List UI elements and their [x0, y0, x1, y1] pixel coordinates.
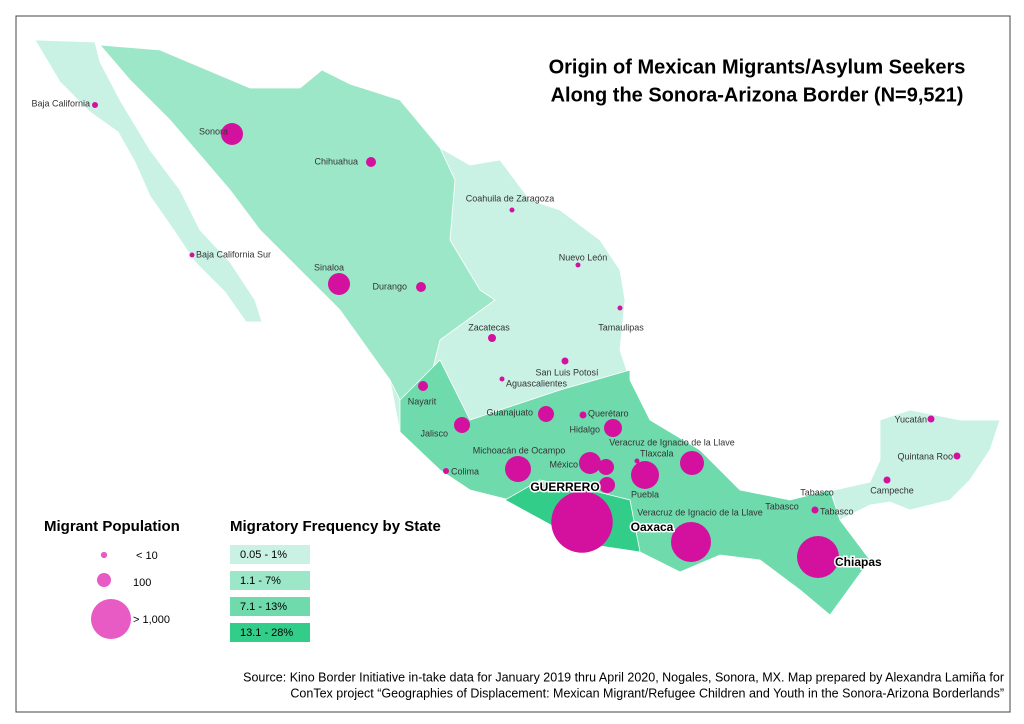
legend-marker	[100, 551, 108, 559]
population-marker	[680, 451, 704, 475]
population-marker	[189, 252, 195, 258]
state-label: GUERRERO	[530, 480, 599, 494]
population-marker	[634, 458, 640, 464]
state-label: Nayarit	[408, 396, 437, 406]
state-label: Hidalgo	[569, 424, 600, 434]
legend-label: < 10	[136, 550, 158, 562]
legend-title: Migrant Population	[44, 518, 180, 535]
state-label: Tlaxcala	[640, 448, 674, 458]
state-label: Quintana Roo	[897, 451, 953, 461]
population-marker	[454, 417, 470, 433]
legend-swatch	[230, 545, 310, 564]
legend-swatch	[230, 571, 310, 590]
region	[34, 39, 263, 323]
state-label: Aguascalientes	[506, 378, 568, 388]
population-marker	[499, 376, 505, 382]
legend-label: 7.1 - 13%	[240, 601, 287, 613]
population-marker	[505, 456, 531, 482]
population-marker	[604, 419, 622, 437]
population-marker	[927, 415, 935, 423]
state-label: Michoacán de Ocampo	[473, 445, 566, 455]
legend-label: 1.1 - 7%	[240, 575, 281, 587]
population-marker	[551, 491, 613, 553]
state-label: Tabasco	[800, 487, 834, 497]
source: ConTex project “Geographies of Displacem…	[290, 686, 1004, 700]
state-label: Campeche	[870, 485, 914, 495]
state-label: Puebla	[631, 489, 659, 499]
state-label: Durango	[372, 281, 407, 291]
population-marker	[328, 273, 350, 295]
population-marker	[579, 411, 587, 419]
state-label: Veracruz de Ignacio de la Llave	[609, 437, 735, 447]
state-label: Tabasco	[820, 506, 854, 516]
legend-label: 13.1 - 28%	[240, 627, 293, 639]
title: Along the Sonora-Arizona Border (N=9,521…	[551, 84, 964, 106]
population-marker	[418, 381, 428, 391]
population-marker	[561, 357, 569, 365]
population-marker	[575, 262, 581, 268]
state-label: Yucatán	[894, 414, 927, 424]
state-label: Sonora	[199, 126, 228, 136]
legend-swatch	[230, 597, 310, 616]
legend-title: Migratory Frequency by State	[230, 518, 441, 535]
state-label: Tamaulipas	[598, 322, 644, 332]
title: Origin of Mexican Migrants/Asylum Seeker…	[549, 56, 966, 78]
state-label: Chiapas	[835, 555, 882, 569]
population-marker	[366, 157, 376, 167]
legend-label: > 1,000	[133, 614, 170, 626]
state-label: Oaxaca	[631, 520, 674, 534]
state-label: Sinaloa	[314, 262, 344, 272]
legend-swatch	[230, 623, 310, 642]
population-marker	[488, 334, 496, 342]
state-label: Zacatecas	[468, 322, 510, 332]
state-label: Chihuahua	[314, 156, 358, 166]
population-marker	[538, 406, 554, 422]
population-marker	[617, 305, 623, 311]
region	[99, 44, 496, 401]
state-label: Colima	[451, 466, 479, 476]
population-marker	[92, 102, 98, 108]
legend-marker	[90, 598, 132, 640]
population-marker	[631, 461, 659, 489]
population-marker	[883, 476, 891, 484]
population-marker	[579, 452, 601, 474]
population-marker	[599, 477, 615, 493]
state-label: Veracruz de Ignacio de la Llave	[637, 507, 763, 517]
state-label: Jalisco	[420, 428, 448, 438]
state-label: Baja California Sur	[196, 249, 271, 259]
population-marker	[797, 536, 839, 578]
state-label: Tabasco	[765, 501, 799, 511]
state-label: México	[549, 459, 578, 469]
population-marker	[598, 459, 614, 475]
population-marker	[953, 452, 961, 460]
state-label: San Luis Potosí	[535, 367, 599, 377]
legend-label: 100	[133, 577, 151, 589]
state-label: Querétaro	[588, 408, 629, 418]
state-label: Baja California	[31, 98, 90, 108]
population-marker	[811, 506, 819, 514]
legend-label: 0.05 - 1%	[240, 549, 287, 561]
population-marker	[443, 468, 449, 474]
state-label: Nuevo León	[559, 252, 608, 262]
legend-marker	[97, 573, 111, 587]
state-label: Guanajuato	[486, 407, 533, 417]
population-marker	[221, 123, 243, 145]
population-marker	[509, 207, 515, 213]
population-marker	[671, 522, 711, 562]
source: Source: Kino Border Initiative in-take d…	[243, 670, 1004, 684]
state-label: Coahuila de Zaragoza	[466, 193, 555, 203]
population-marker	[416, 282, 426, 292]
